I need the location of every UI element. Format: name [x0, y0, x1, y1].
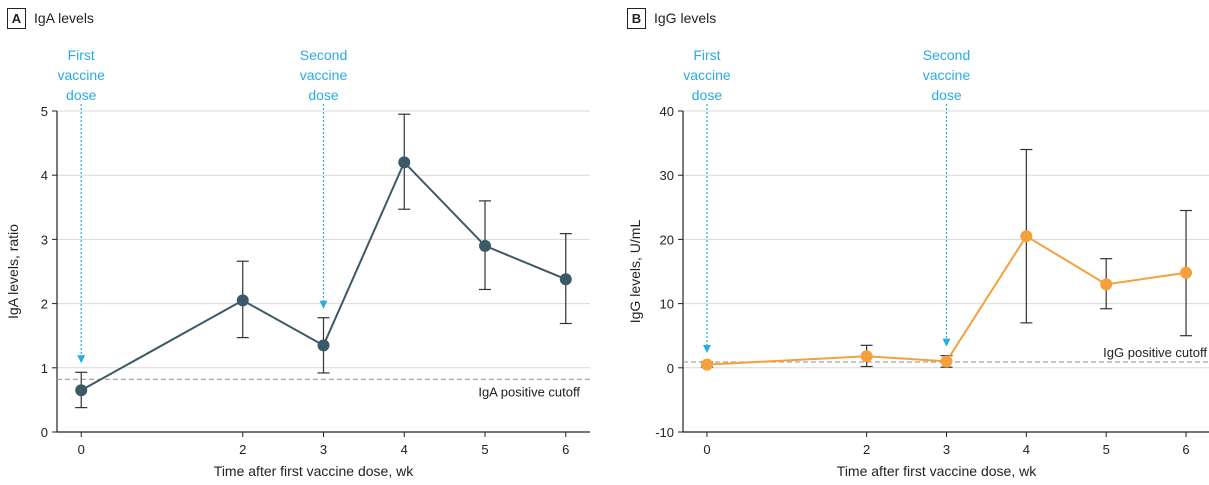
- y-tick-label: 0: [667, 361, 674, 376]
- data-point: [559, 273, 572, 286]
- x-tick-label: 6: [562, 442, 569, 457]
- y-tick-label: 30: [660, 168, 674, 183]
- annotation-text: First: [693, 47, 720, 63]
- panel-badge: [7, 8, 26, 29]
- x-tick-label: 4: [401, 442, 408, 457]
- data-point: [1180, 266, 1193, 279]
- panel-b: B IgG levels -10 0 10 20 30 40 0 2 3 4 5 6 Time after …: [627, 8, 1209, 479]
- x-tick-label: 6: [1182, 442, 1189, 457]
- annotation-text: dose: [931, 87, 962, 103]
- annotation-text: vaccine: [300, 67, 348, 83]
- annotation-arrowhead: [942, 338, 951, 347]
- y-axis-label: IgA levels, ratio: [5, 224, 21, 319]
- y-tick-label: 4: [41, 168, 48, 183]
- x-tick-label: 2: [863, 442, 870, 457]
- chart-title: IgG levels: [654, 10, 716, 26]
- y-tick-label: 10: [660, 297, 674, 312]
- annotation-text: dose: [692, 87, 723, 103]
- panel-badge: [627, 8, 646, 29]
- x-axis-label: Time after first vaccine dose, wk: [837, 463, 1037, 479]
- data-point: [479, 239, 492, 252]
- data-point: [398, 156, 411, 169]
- annotation-text: dose: [308, 87, 339, 103]
- y-tick-label: 0: [41, 425, 48, 440]
- annotation-text: vaccine: [923, 67, 971, 83]
- panel-a: A IgA levels 0 1 2 3 4 5 0 2 3 4 5 6 Time after first …: [5, 8, 590, 479]
- annotation-text: vaccine: [57, 67, 105, 83]
- data-point: [236, 294, 249, 307]
- data-point: [860, 350, 873, 363]
- x-tick-label: 0: [703, 442, 710, 457]
- x-tick-label: 3: [943, 442, 950, 457]
- series-line: [706, 234, 1187, 366]
- x-tick-label: 4: [1023, 442, 1030, 457]
- x-tick-label: 3: [320, 442, 327, 457]
- x-tick-label: 2: [239, 442, 246, 457]
- data-point: [75, 384, 88, 397]
- y-tick-label: -10: [655, 425, 674, 440]
- annotation-arrowhead: [702, 345, 711, 354]
- data-point: [940, 355, 953, 368]
- annotation-text: Second: [300, 47, 347, 63]
- y-tick-label: 1: [41, 361, 48, 376]
- x-tick-label: 5: [1103, 442, 1110, 457]
- panel-letter: A: [12, 11, 22, 26]
- y-tick-label: 5: [41, 104, 48, 119]
- data-point: [1020, 230, 1033, 243]
- data-point: [1100, 278, 1113, 291]
- annotation-text: Second: [923, 47, 970, 63]
- annotation-arrowhead: [77, 355, 86, 364]
- cutoff-label: IgA positive cutoff: [478, 384, 580, 399]
- x-axis-label: Time after first vaccine dose, wk: [214, 463, 414, 479]
- data-point: [317, 339, 330, 352]
- panel-letter: B: [632, 11, 641, 26]
- data-point: [700, 358, 713, 371]
- y-axis-label: IgG levels, U/mL: [627, 220, 643, 324]
- x-tick-label: 0: [78, 442, 85, 457]
- chart-title: IgA levels: [34, 10, 94, 26]
- annotation-arrowhead: [319, 300, 328, 309]
- y-tick-label: 2: [41, 297, 48, 312]
- y-tick-label: 3: [41, 232, 48, 247]
- x-tick-label: 5: [481, 442, 488, 457]
- cutoff-label: IgG positive cutoff: [1103, 345, 1207, 360]
- annotation-text: First: [68, 47, 95, 63]
- annotation-text: dose: [66, 87, 97, 103]
- annotation-text: vaccine: [683, 67, 731, 83]
- series-line: [80, 160, 567, 392]
- y-tick-label: 20: [660, 232, 674, 247]
- y-tick-label: 40: [660, 104, 674, 119]
